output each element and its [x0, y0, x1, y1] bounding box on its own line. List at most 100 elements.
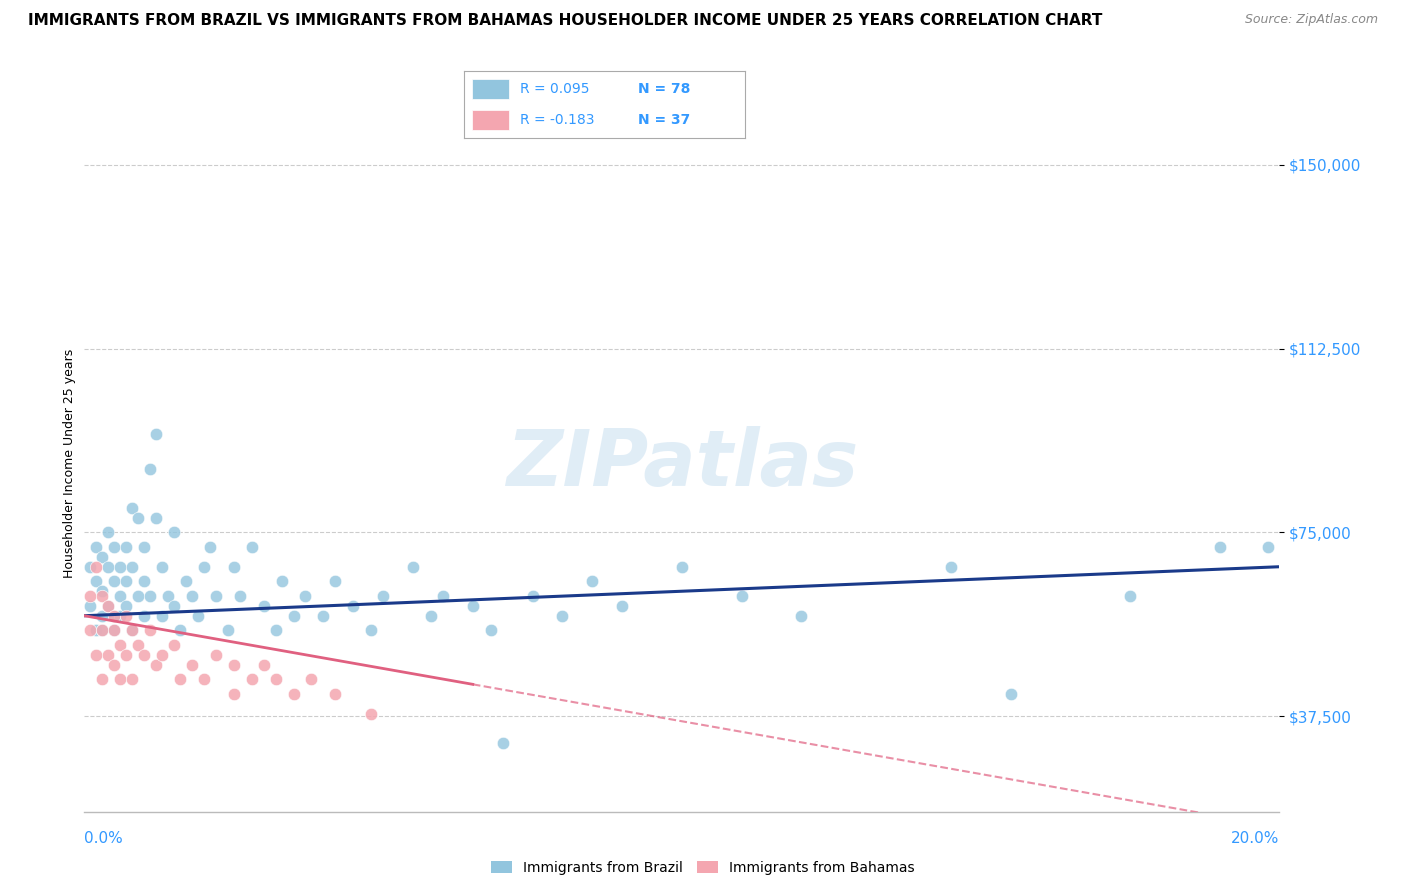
Point [97, 525, 120, 540]
Text: IMMIGRANTS FROM BRAZIL VS IMMIGRANTS FROM BAHAMAS HOUSEHOLDER INCOME UNDER 25 YE: IMMIGRANTS FROM BRAZIL VS IMMIGRANTS FRO… [28, 13, 1102, 29]
Point [91, 549, 114, 564]
Point [121, 673, 143, 687]
Point [371, 589, 394, 603]
Point [132, 608, 156, 623]
Point [150, 648, 173, 662]
Point [270, 574, 292, 589]
Text: 0.0%: 0.0% [84, 831, 124, 847]
Point [264, 673, 287, 687]
Point [551, 608, 574, 623]
Point [121, 559, 143, 574]
Text: 20.0%: 20.0% [1232, 831, 1279, 847]
Point [86, 559, 108, 574]
Point [132, 574, 156, 589]
Point [145, 427, 167, 442]
Point [610, 599, 633, 613]
Point [139, 461, 162, 475]
Point [103, 540, 125, 554]
Text: Source: ZipAtlas.com: Source: ZipAtlas.com [1244, 13, 1378, 27]
Point [91, 608, 114, 623]
Point [581, 574, 603, 589]
Point [115, 599, 138, 613]
Point [301, 673, 323, 687]
Point [671, 559, 693, 574]
Point [294, 589, 316, 603]
Point [323, 574, 347, 589]
FancyBboxPatch shape [472, 111, 509, 130]
Point [150, 608, 173, 623]
Point [432, 589, 454, 603]
Point [150, 559, 173, 574]
Point [79, 624, 101, 638]
Point [157, 589, 180, 603]
Point [103, 574, 125, 589]
Point [91, 673, 114, 687]
Point [115, 608, 138, 623]
Text: N = 78: N = 78 [638, 82, 690, 96]
Point [103, 624, 125, 638]
Point [1000, 687, 1022, 701]
Point [103, 657, 125, 672]
Point [79, 559, 101, 574]
Point [132, 540, 156, 554]
Point [253, 657, 276, 672]
Point [169, 624, 191, 638]
Point [731, 589, 754, 603]
Point [264, 624, 287, 638]
Point [91, 584, 114, 599]
Point [205, 589, 228, 603]
Point [180, 657, 202, 672]
Point [139, 624, 162, 638]
Point [97, 648, 120, 662]
Point [1208, 540, 1232, 554]
Point [86, 624, 108, 638]
Point [132, 648, 156, 662]
Point [187, 608, 209, 623]
Point [121, 500, 143, 515]
Text: R = -0.183: R = -0.183 [520, 113, 595, 128]
Point [110, 608, 132, 623]
Point [115, 648, 138, 662]
Point [1119, 589, 1142, 603]
Point [97, 599, 120, 613]
Point [121, 624, 143, 638]
Point [240, 540, 263, 554]
Point [492, 736, 515, 750]
Point [790, 608, 813, 623]
Point [86, 574, 108, 589]
Point [145, 657, 167, 672]
Point [79, 589, 101, 603]
Point [323, 687, 347, 701]
Point [163, 525, 186, 540]
Legend: Immigrants from Brazil, Immigrants from Bahamas: Immigrants from Brazil, Immigrants from … [486, 855, 920, 880]
Point [97, 559, 120, 574]
Point [240, 673, 263, 687]
Point [283, 687, 305, 701]
Point [228, 589, 252, 603]
Point [342, 599, 364, 613]
Point [1257, 540, 1279, 554]
Point [86, 540, 108, 554]
Point [121, 624, 143, 638]
Point [103, 608, 125, 623]
Point [127, 589, 149, 603]
Point [205, 648, 228, 662]
Point [163, 599, 186, 613]
Point [360, 624, 382, 638]
Point [127, 510, 149, 524]
Point [79, 599, 101, 613]
Text: N = 37: N = 37 [638, 113, 690, 128]
Point [193, 673, 215, 687]
Point [420, 608, 443, 623]
Point [169, 673, 191, 687]
Point [110, 673, 132, 687]
Point [193, 559, 215, 574]
Point [283, 608, 305, 623]
Point [97, 599, 120, 613]
Point [222, 657, 245, 672]
Point [163, 638, 186, 652]
Point [91, 624, 114, 638]
Point [522, 589, 544, 603]
Point [110, 589, 132, 603]
Point [222, 687, 245, 701]
